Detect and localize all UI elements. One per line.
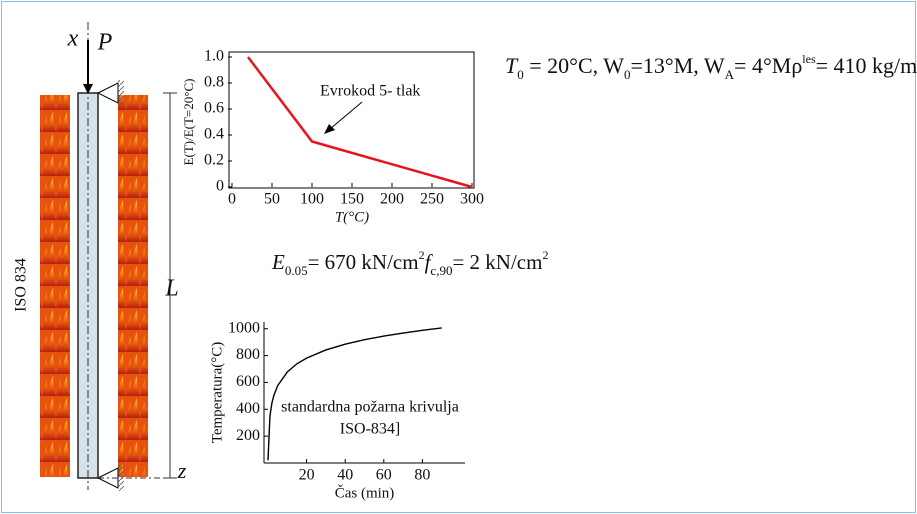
y-tick-label: 0.2 <box>204 152 224 169</box>
y-tick-label: 400 <box>236 400 260 417</box>
y-tick-label: 200 <box>236 427 260 444</box>
formula-text: = 670 kN/cm <box>308 250 419 274</box>
formula-row: fc,90= 2 kN/cm2 <box>425 250 549 274</box>
formula-text: = 2 kN/cm <box>452 250 542 274</box>
formula-text: T <box>505 53 517 78</box>
x-tick-label: 40 <box>337 467 353 484</box>
formula-text: =13°M, W <box>631 53 725 78</box>
data-line <box>248 57 472 187</box>
annotation: ISO-834] <box>340 421 400 438</box>
page: x P L z ISO 834 0 50 100 150 200 250 300 0 0.2 0.… <box>0 0 917 514</box>
end-label: z <box>177 458 187 483</box>
fire-right <box>118 95 148 477</box>
annotation: Evrokod 5- tlak <box>320 83 420 100</box>
y-tick-label: 1.0 <box>204 48 224 65</box>
subscript: 0.05 <box>285 263 308 278</box>
x-tick-label: 50 <box>264 191 280 208</box>
formula-text: = 20°C, W <box>524 53 624 78</box>
data-line <box>268 328 442 460</box>
axis-label: x <box>67 26 79 52</box>
x-tick-label: 60 <box>376 467 392 484</box>
y-tick-label: 0.4 <box>204 126 224 143</box>
y-axis-label: E(T)/E(T=20°C) <box>181 79 196 166</box>
formula-text: E <box>272 250 285 274</box>
formulas: T0 = 20°C, W0=13°M, WA= 4°Mρles= 410 kg/… <box>505 40 917 94</box>
formula-row: T0 = 20°C, W0=13°M, WA= 4°M <box>505 53 791 78</box>
y-tick-label: 1000 <box>228 319 260 336</box>
y-tick-label: 0.8 <box>204 74 224 91</box>
plot-frame <box>229 52 474 188</box>
x-axis-label: T(°C) <box>335 209 369 225</box>
superscript: les <box>802 52 815 66</box>
y-tick-label: 600 <box>236 373 260 390</box>
x-axis-label: Čas (min) <box>335 484 395 501</box>
subscript: c,90 <box>430 263 452 278</box>
load-label: P <box>97 30 113 56</box>
subscript: A <box>725 67 734 82</box>
formula-text: ρ <box>791 53 802 78</box>
fire-left <box>40 95 70 477</box>
formula-text: = 410 kg/m <box>816 53 917 78</box>
x-tick-label: 80 <box>414 467 430 484</box>
x-tick-label: 250 <box>420 191 444 208</box>
annotation-arrow <box>330 102 362 129</box>
x-tick-label: 20 <box>299 467 315 484</box>
length-label: L <box>164 276 178 302</box>
support-hatch <box>118 80 124 106</box>
support-top <box>98 83 118 103</box>
properties: E0.05= 670 kN/cm2fc,90= 2 kN/cm2 <box>272 240 548 286</box>
fire-label: ISO 834 <box>13 258 30 312</box>
y-axis-label: Temperatura(°C) <box>209 342 225 444</box>
formula-text: = 4°M <box>734 53 791 78</box>
x-tick-label: 150 <box>340 191 364 208</box>
y-tick-label: 0 <box>216 178 224 195</box>
x-tick-label: 100 <box>300 191 324 208</box>
annotation: standardna požarna krivulja <box>281 399 459 416</box>
formula-row: ρles= 410 kg/m3, ρoglje= 110 kg/m3 <box>791 53 917 78</box>
y-tick-label: 0.6 <box>204 100 224 117</box>
annotation-arrowhead <box>324 124 335 134</box>
y-tick-label: 800 <box>236 346 260 363</box>
formula-row: E0.05= 670 kN/cm2 <box>272 250 425 274</box>
x-tick-label: 300 <box>460 191 484 208</box>
x-tick-label: 200 <box>380 191 404 208</box>
x-tick-label: 0 <box>228 191 236 208</box>
superscript: 2 <box>542 248 548 262</box>
